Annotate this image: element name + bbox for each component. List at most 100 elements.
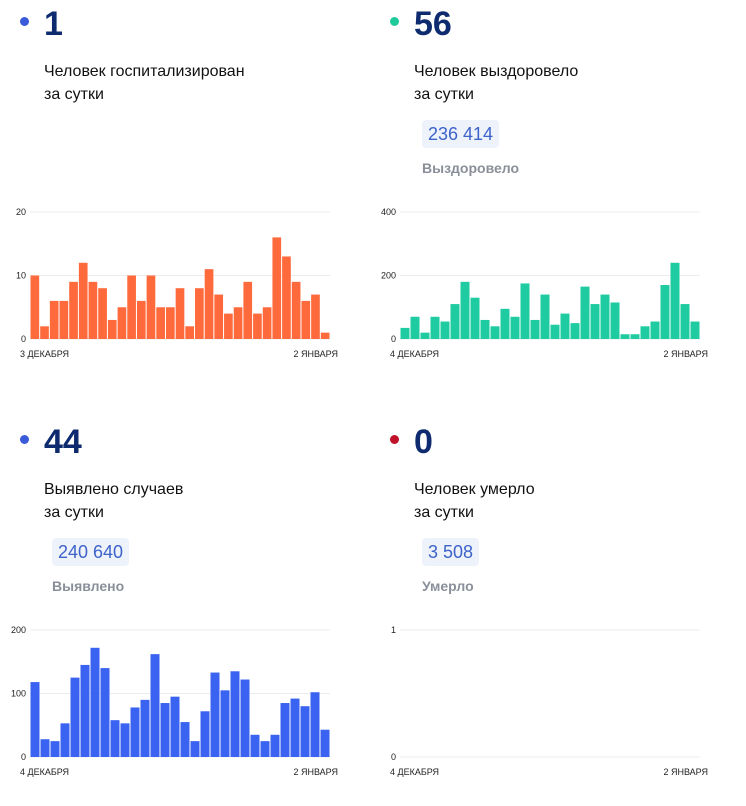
panel-deaths: 0 Человек умерло за сутки 3 508 Умерло 0… [390, 418, 730, 798]
description-line-2: за сутки [44, 504, 104, 521]
y-tick-label: 200 [11, 625, 26, 635]
y-tick-label: 20 [16, 207, 26, 217]
bar [600, 294, 610, 339]
bar [190, 741, 200, 757]
description-line-2: за сутки [44, 86, 104, 103]
bar [262, 307, 272, 339]
bar [80, 664, 90, 757]
bar [185, 326, 195, 339]
bar [50, 741, 60, 757]
bar [640, 326, 650, 339]
bar [170, 696, 180, 757]
cases-total: 240 640 [52, 538, 130, 566]
bar [100, 668, 110, 757]
bar [590, 304, 600, 339]
hospitalized-description: Человек госпитализирован за сутки [44, 60, 245, 106]
bar [400, 327, 410, 339]
bar [510, 316, 520, 339]
x-start-label: 4 ДЕКАБРЯ [390, 349, 439, 359]
bar [280, 703, 290, 757]
hospitalized-number: 1 [44, 5, 63, 43]
bar [250, 734, 260, 757]
bar [210, 672, 220, 757]
description-line-1: Человек госпитализирован [44, 63, 245, 80]
bar [230, 671, 240, 757]
bar [650, 321, 660, 339]
description-line-1: Человек умерло [414, 481, 535, 498]
bar [272, 237, 282, 339]
bar [120, 723, 130, 757]
bar [560, 313, 570, 339]
y-tick-label: 0 [391, 334, 396, 344]
deaths-total: 3 508 [422, 538, 480, 566]
bar [500, 308, 510, 339]
description-line-2: за сутки [414, 504, 474, 521]
bar [60, 723, 70, 757]
bar [300, 706, 310, 757]
cases-dot [20, 435, 29, 444]
bar [195, 288, 204, 339]
bar [520, 283, 530, 339]
bar [540, 294, 550, 339]
bar [220, 690, 230, 757]
recovered-dot [390, 17, 399, 26]
y-tick-label: 200 [381, 271, 396, 281]
x-start-label: 4 ДЕКАБРЯ [390, 767, 439, 777]
bar [146, 275, 156, 339]
panel-recovered: 56 Человек выздоровело за сутки 236 414 … [381, 0, 730, 380]
hospitalized-dot [20, 17, 29, 26]
deaths-number: 0 [414, 423, 433, 461]
bar [480, 319, 490, 339]
x-end-label: 2 ЯНВАРЯ [663, 349, 708, 359]
x-start-label: 3 ДЕКАБРЯ [20, 349, 69, 359]
bar [88, 281, 98, 339]
bar [291, 281, 301, 339]
recovered-total-label: Выздоровело [422, 160, 520, 176]
bar [690, 321, 700, 339]
bar [440, 321, 450, 339]
x-start-label: 4 ДЕКАБРЯ [20, 767, 69, 777]
bar [680, 304, 690, 339]
bar [214, 294, 224, 339]
panel-hospitalized: 1 Человек госпитализирован за сутки 0 10 2… [16, 0, 360, 380]
deaths-total-label: Умерло [422, 578, 474, 594]
bar [320, 332, 330, 339]
bar [670, 262, 680, 339]
bar [243, 281, 253, 339]
hospitalized-chart: 0 10 20 3 ДЕКАБРЯ 2 ЯНВАРЯ [16, 207, 338, 359]
bar [117, 307, 127, 339]
bar [30, 275, 40, 339]
bar [40, 326, 49, 339]
x-end-label: 2 ЯНВАРЯ [663, 767, 708, 777]
bar [127, 275, 136, 339]
bar [90, 647, 100, 757]
bar [110, 720, 120, 757]
bar [410, 316, 420, 339]
bar [460, 281, 470, 339]
bar [107, 319, 117, 339]
bar [260, 741, 270, 757]
description-line-1: Человек выздоровело [414, 63, 579, 80]
bar [140, 699, 150, 757]
bar [136, 300, 146, 339]
bar [150, 654, 160, 757]
recovered-chart: 0 200 400 4 ДЕКАБРЯ 2 ЯНВАРЯ [381, 207, 708, 359]
description-line-1: Выявлено случаев [44, 481, 184, 498]
bar [620, 334, 630, 339]
deaths-chart: 0 1 4 ДЕКАБРЯ 2 ЯНВАРЯ [390, 625, 708, 777]
cases-total-label: Выявлено [52, 578, 125, 594]
recovered-total: 236 414 [422, 120, 500, 148]
bar [78, 262, 88, 339]
recovered-number: 56 [414, 5, 452, 43]
bar [570, 323, 580, 339]
bar [156, 307, 165, 339]
bar [470, 297, 480, 339]
bar [224, 313, 233, 339]
bar [30, 682, 40, 757]
bar [59, 300, 69, 339]
bar [301, 300, 311, 339]
bar [282, 256, 291, 339]
bar [40, 739, 50, 757]
bar [550, 324, 560, 339]
bar [175, 288, 185, 339]
